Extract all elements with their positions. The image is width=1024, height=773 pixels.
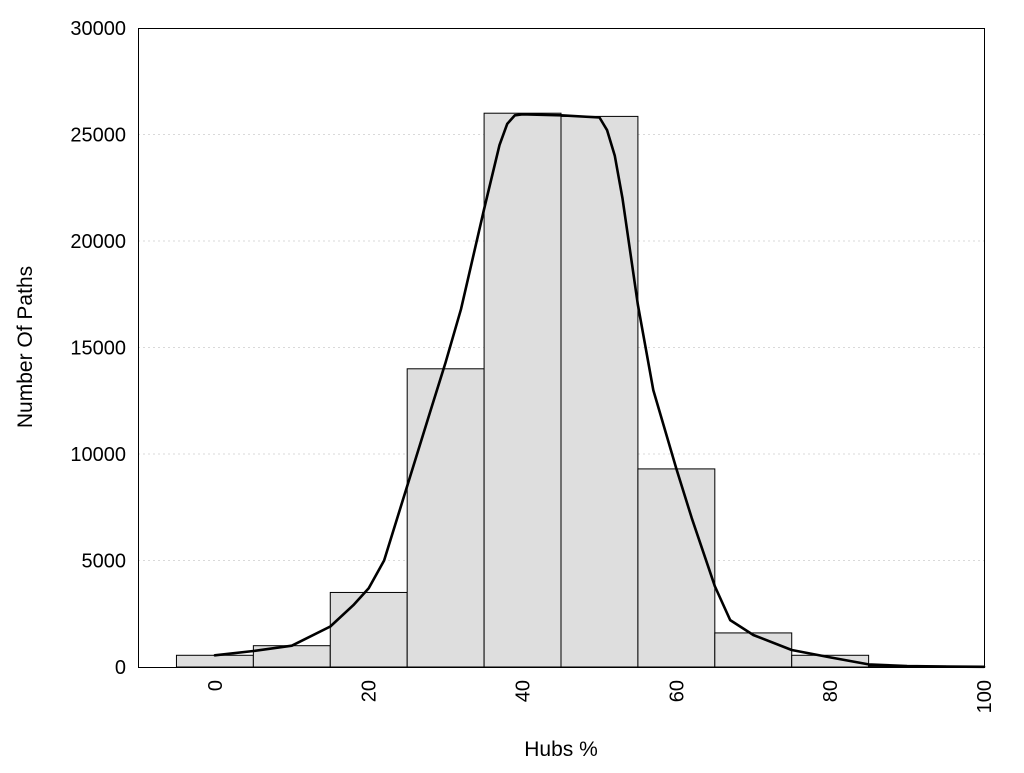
density-curve [213, 113, 986, 669]
plot-frame [138, 28, 985, 668]
bar-layer [175, 112, 947, 668]
grid-layer [138, 134, 984, 561]
y-tick-label: 5000 [82, 551, 127, 573]
histogram-bar [714, 632, 793, 668]
histogram-bar [560, 115, 639, 668]
histogram-bar [175, 654, 254, 668]
curve-layer [213, 113, 986, 669]
x-tick-label: 40 [513, 680, 535, 702]
y-tick-label: 25000 [70, 125, 126, 147]
y-tick-label: 15000 [70, 338, 126, 360]
x-tick-label: 100 [974, 680, 996, 713]
y-tick-label: 0 [115, 657, 126, 679]
histogram-bar [329, 591, 408, 668]
histogram-bar [483, 112, 562, 668]
x-axis-label: Hubs % [524, 738, 598, 761]
histogram-bar [406, 368, 485, 668]
histogram-bar [637, 468, 716, 668]
x-tick-label: 0 [205, 680, 227, 691]
x-tick-label: 20 [359, 680, 381, 702]
y-axis-label: Number Of Paths [14, 266, 37, 428]
x-tick-label: 80 [820, 680, 842, 702]
y-tick-label: 20000 [70, 231, 126, 253]
x-tick-label: 60 [666, 680, 688, 702]
y-axis-ticks: 0 5000 10000 15000 20000 25000 30000 [70, 18, 126, 679]
x-axis-ticks: 0 20 40 60 80 100 [205, 680, 996, 713]
y-tick-label: 30000 [70, 18, 126, 40]
y-tick-label: 10000 [70, 444, 126, 466]
